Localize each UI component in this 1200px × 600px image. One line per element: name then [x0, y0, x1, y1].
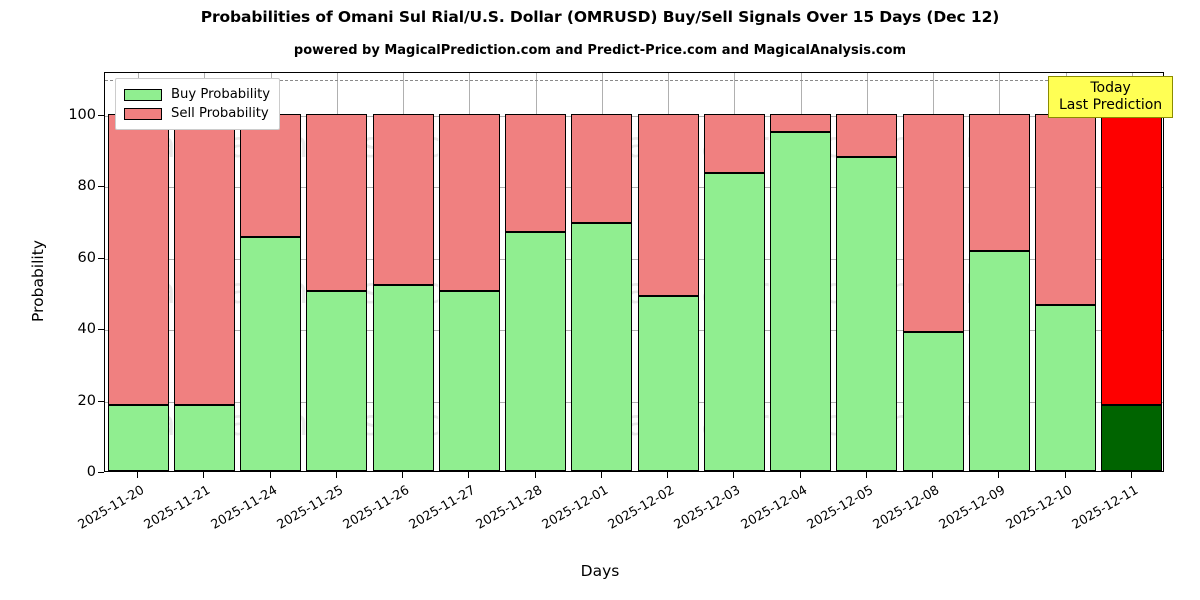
y-axis-tick-mark	[98, 400, 104, 402]
bar-group-today[interactable]	[1101, 73, 1163, 471]
x-axis-tick-mark	[733, 472, 735, 478]
bar-group[interactable]	[1035, 73, 1097, 471]
x-axis-tick-mark	[865, 472, 867, 478]
bar-segment-sell[interactable]	[438, 113, 500, 291]
y-axis-tick-mark	[98, 329, 104, 331]
legend-item-buy: Buy Probability	[124, 85, 270, 104]
bar-group[interactable]	[107, 73, 169, 471]
x-axis-tick-mark	[203, 472, 205, 478]
bar-group[interactable]	[306, 73, 368, 471]
bar-group[interactable]	[836, 73, 898, 471]
bar-segment-buy[interactable]	[571, 222, 633, 471]
x-axis-tick-mark	[534, 472, 536, 478]
bar-segment-sell[interactable]	[637, 113, 699, 296]
bar-segment-buy[interactable]	[637, 296, 699, 471]
x-axis-tick-mark	[137, 472, 139, 478]
plot-frame: MagicalAnalysis.comMagicalPrediction.com…	[104, 72, 1164, 472]
y-axis-tick-label: 100	[68, 106, 96, 123]
bar-group[interactable]	[902, 73, 964, 471]
x-axis-tick-mark	[667, 472, 669, 478]
x-axis-tick-mark	[1064, 472, 1066, 478]
bar-group[interactable]	[637, 73, 699, 471]
bar-segment-sell[interactable]	[240, 113, 302, 238]
x-axis-tick-mark	[600, 472, 602, 478]
bar-segment-buy[interactable]	[968, 251, 1030, 471]
bar-segment-sell[interactable]	[836, 113, 898, 157]
bar-segment-buy[interactable]	[372, 285, 434, 471]
x-axis-tick-mark	[335, 472, 337, 478]
bar-segment-sell[interactable]	[968, 113, 1030, 252]
chart-legend: Buy Probability Sell Probability	[115, 78, 281, 130]
reference-line-dashed	[105, 80, 1163, 82]
bar-segment-buy[interactable]	[1035, 304, 1097, 471]
x-axis-tick-mark	[799, 472, 801, 478]
y-axis-tick-mark	[98, 257, 104, 259]
bar-segment-buy[interactable]	[107, 404, 169, 471]
y-axis-tick-label: 80	[77, 178, 96, 195]
bar-segment-buy[interactable]	[240, 237, 302, 471]
bar-segment-sell[interactable]	[173, 113, 235, 405]
bar-segment-sell[interactable]	[505, 113, 567, 232]
bar-segment-sell[interactable]	[1101, 113, 1163, 405]
legend-item-sell: Sell Probability	[124, 104, 270, 123]
today-annotation-line1: Today	[1090, 80, 1131, 96]
bar-group[interactable]	[240, 73, 302, 471]
bar-group[interactable]	[438, 73, 500, 471]
x-axis-tick-mark	[932, 472, 934, 478]
bar-group[interactable]	[372, 73, 434, 471]
y-axis-tick-mark	[98, 472, 104, 473]
gridline-horizontal	[105, 401, 1163, 403]
bar-segment-sell[interactable]	[703, 113, 765, 173]
bar-segment-buy[interactable]	[836, 156, 898, 471]
y-axis-tick-label: 60	[77, 249, 96, 266]
bar-segment-buy[interactable]	[703, 172, 765, 471]
y-axis-tick-label: 0	[86, 464, 96, 480]
bar-segment-buy[interactable]	[173, 404, 235, 471]
page-title: Probabilities of Omani Sul Rial/U.S. Dol…	[200, 8, 1000, 26]
x-axis-tick-mark	[402, 472, 404, 478]
x-axis-tick-mark	[1130, 472, 1132, 478]
bar-segment-buy[interactable]	[306, 290, 368, 471]
bar-segment-sell[interactable]	[571, 113, 633, 223]
bar-segment-buy[interactable]	[902, 331, 964, 471]
x-axis-tick-mark	[998, 472, 1000, 478]
bar-segment-buy[interactable]	[1101, 404, 1163, 471]
legend-swatch-sell	[124, 107, 162, 120]
bar-group[interactable]	[703, 73, 765, 471]
legend-label-buy: Buy Probability	[171, 87, 271, 102]
bar-group[interactable]	[968, 73, 1030, 471]
y-axis-tick-label: 40	[77, 321, 96, 338]
plot-area: MagicalAnalysis.comMagicalPrediction.com…	[105, 73, 1163, 471]
gridline-horizontal	[105, 258, 1163, 260]
bar-segment-sell[interactable]	[1035, 113, 1097, 305]
y-axis-tick-mark	[98, 114, 104, 116]
bar-segment-buy[interactable]	[770, 131, 832, 471]
gridline-horizontal	[105, 187, 1163, 189]
bar-segment-buy[interactable]	[505, 231, 567, 471]
bar-segment-sell[interactable]	[107, 113, 169, 405]
bar-segment-sell[interactable]	[902, 113, 964, 332]
bar-group[interactable]	[505, 73, 567, 471]
gridline-horizontal	[105, 330, 1163, 332]
today-annotation-line2: Last Prediction	[1059, 96, 1163, 113]
x-axis-tick-mark	[468, 472, 470, 478]
gridline-horizontal	[105, 115, 1163, 117]
legend-swatch-buy	[124, 88, 162, 101]
bar-segment-sell[interactable]	[306, 113, 368, 291]
x-axis-tick-mark	[269, 472, 271, 478]
bar-group[interactable]	[571, 73, 633, 471]
y-axis-tick-label: 20	[77, 392, 96, 409]
y-axis-tick-mark	[98, 186, 104, 188]
chart-subtitle: powered by MagicalPrediction.com and Pre…	[293, 43, 907, 58]
legend-label-sell: Sell Probability	[171, 106, 269, 121]
bar-group[interactable]	[770, 73, 832, 471]
bar-segment-buy[interactable]	[438, 290, 500, 471]
today-annotation: Today Last Prediction	[1048, 76, 1174, 119]
x-axis-label: Days	[580, 562, 620, 580]
bar-segment-sell[interactable]	[372, 113, 434, 286]
bar-group[interactable]	[173, 73, 235, 471]
bar-segment-sell[interactable]	[770, 113, 832, 132]
